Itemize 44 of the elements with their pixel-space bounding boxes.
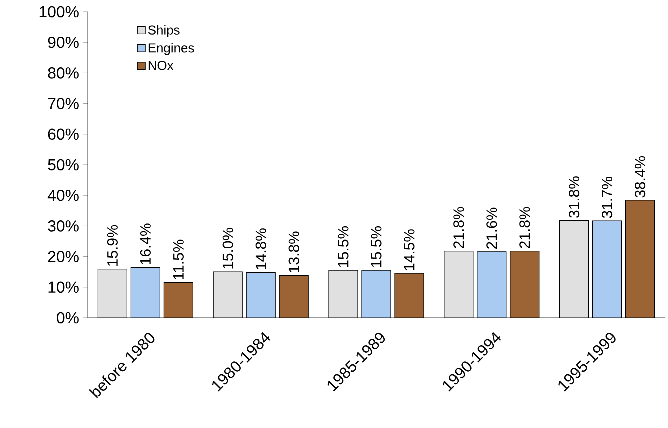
- bar: [560, 220, 590, 318]
- bar: [362, 270, 392, 318]
- y-tick-label: 50%: [48, 159, 79, 171]
- bar: [592, 220, 622, 318]
- y-tick-label: 40%: [48, 190, 79, 202]
- data-label: 21.6%: [486, 208, 498, 249]
- data-label: 15.9%: [107, 225, 118, 266]
- bar: [214, 272, 243, 318]
- bar: [164, 282, 194, 318]
- y-tick-label: 100%: [40, 6, 79, 18]
- data-label: 14.8%: [256, 228, 266, 270]
- data-label: 31.7%: [602, 176, 613, 218]
- data-label: 31.8%: [569, 176, 580, 218]
- bar: [444, 251, 474, 318]
- y-tick-label: 30%: [48, 220, 79, 232]
- bar: [246, 272, 276, 318]
- bar: [626, 200, 656, 318]
- data-label: 15.0%: [222, 228, 234, 269]
- legend-label: Engines: [148, 43, 194, 56]
- legend-label: NOx: [148, 61, 174, 70]
- data-label: 15.5%: [371, 226, 382, 268]
- bar: [477, 252, 506, 318]
- data-label: 16.4%: [140, 224, 151, 264]
- bar: [395, 274, 424, 318]
- y-tick-label: 10%: [48, 282, 79, 294]
- y-tick-label: 70%: [48, 98, 79, 110]
- y-tick-label: 90%: [48, 36, 79, 48]
- data-label: 13.8%: [288, 232, 300, 272]
- y-tick-label: 60%: [48, 128, 79, 140]
- bar: [280, 276, 309, 318]
- legend-label: Ships: [148, 25, 180, 38]
- data-label: 11.5%: [173, 240, 184, 280]
- data-label: 15.5%: [338, 226, 349, 268]
- bar: [510, 251, 540, 318]
- data-label: 38.4%: [635, 156, 646, 198]
- data-label: 14.5%: [404, 230, 415, 270]
- y-tick-label: 20%: [48, 251, 79, 262]
- data-label: 21.8%: [454, 207, 464, 248]
- y-tick-label: 80%: [48, 68, 79, 79]
- bar: [98, 269, 128, 318]
- data-label: 21.8%: [520, 207, 530, 248]
- y-tick-label: 0%: [57, 312, 79, 324]
- bar: [131, 268, 160, 318]
- bar: [329, 270, 358, 318]
